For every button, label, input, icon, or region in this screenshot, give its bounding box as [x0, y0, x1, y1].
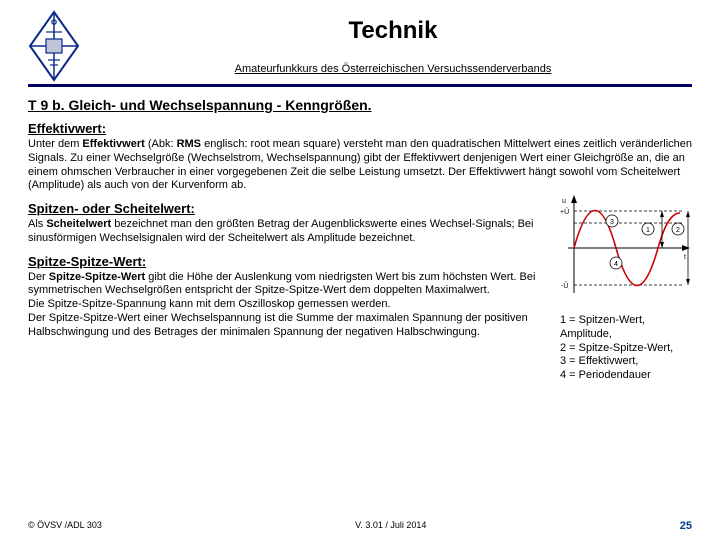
- scheitelwert-body: Als Scheitelwert bezeichnet man den größ…: [28, 218, 550, 246]
- page-title: Technik: [94, 17, 692, 45]
- footer-page-number: 25: [680, 520, 692, 532]
- header-rule: [28, 84, 692, 87]
- svg-text:-Û: -Û: [561, 281, 568, 290]
- svg-text:u: u: [562, 198, 566, 205]
- page-subtitle: Amateurfunkkurs des Österreichischen Ver…: [94, 63, 692, 75]
- svg-text:1: 1: [646, 227, 650, 234]
- svg-text:t: t: [684, 254, 686, 261]
- svg-text:2: 2: [676, 227, 680, 234]
- spitzespitze-body: Der Spitze-Spitze-Wert gibt die Höhe der…: [28, 271, 550, 340]
- oevsv-logo: [28, 10, 80, 82]
- effektivwert-heading: Effektivwert:: [28, 121, 692, 136]
- section-heading: T 9 b. Gleich- und Wechselspannung - Ken…: [28, 97, 692, 113]
- figure-legend: 1 = Spitzen-Wert, Amplitude, 2 = Spitze-…: [560, 314, 692, 383]
- svg-text:+Û: +Û: [560, 207, 569, 216]
- spitzespitze-heading: Spitze-Spitze-Wert:: [28, 254, 550, 269]
- effektivwert-body: Unter dem Effektivwert (Abk: RMS englisc…: [28, 138, 692, 193]
- svg-text:3: 3: [610, 219, 614, 226]
- footer-center: V. 3.01 / Juli 2014: [355, 520, 426, 532]
- svg-text:4: 4: [614, 261, 618, 268]
- footer-left: © ÖVSV /ADL 303: [28, 520, 102, 532]
- sine-figure: u +Û -Û t 1 2 3 4: [560, 193, 692, 303]
- scheitelwert-heading: Spitzen- oder Scheitelwert:: [28, 201, 550, 216]
